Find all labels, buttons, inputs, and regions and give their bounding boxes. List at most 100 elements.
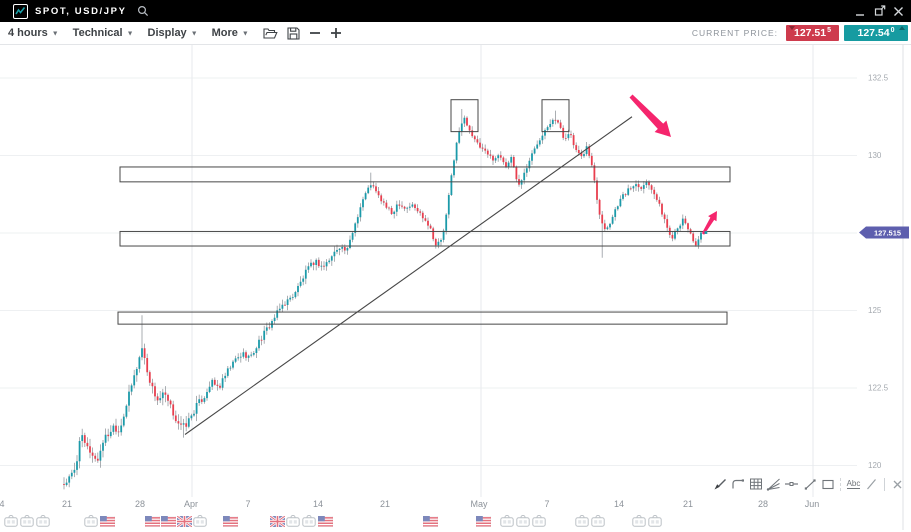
search-icon[interactable] [137, 5, 149, 17]
calendar-event-flag-generic[interactable] [516, 514, 530, 532]
calendar-event-flag-generic[interactable] [500, 514, 514, 532]
calendar-event-flag-gb[interactable] [269, 514, 286, 532]
draw-pointer-icon[interactable] [712, 476, 727, 492]
y-axis-label: 130 [868, 151, 882, 160]
calendar-event-flag-us[interactable] [422, 514, 439, 532]
x-axis-label: 28 [135, 499, 145, 509]
title-bar: SPOT, USD/JPY [0, 0, 911, 22]
minimize-icon[interactable] [854, 5, 867, 18]
economic-calendar-strip [0, 514, 911, 530]
calendar-event-flag-generic[interactable] [591, 514, 605, 532]
app-logo-icon [13, 3, 28, 19]
technical-dropdown-label: Technical [72, 27, 123, 39]
support-resistance-zone[interactable] [119, 230, 731, 247]
calendar-event-flag-us[interactable] [475, 514, 492, 532]
annotation-arrow-down[interactable] [629, 94, 672, 138]
double-top-box[interactable] [541, 99, 570, 133]
calendar-event-flag-generic[interactable] [20, 514, 34, 532]
candle-wicks [63, 109, 702, 490]
calendar-event-flag-generic[interactable] [648, 514, 662, 532]
text-tool-icon[interactable]: Abc [846, 476, 861, 492]
display-dropdown[interactable]: Display ▼ [148, 27, 198, 39]
more-dropdown[interactable]: More ▼ [212, 27, 249, 39]
y-axis-label: 132.5 [868, 74, 889, 83]
last-price-marker [704, 231, 708, 234]
x-axis-label: 28 [758, 499, 768, 509]
toolbar-divider [884, 477, 885, 491]
support-resistance-zone[interactable] [119, 166, 731, 183]
calendar-event-flag-generic[interactable] [532, 514, 546, 532]
text-tool-label: Abc [846, 479, 861, 489]
calendar-event-flag-generic[interactable] [575, 514, 589, 532]
calendar-event-flag-generic[interactable] [286, 514, 300, 532]
toolbar-divider [840, 477, 841, 491]
timeframe-dropdown-label: 4 hours [8, 27, 48, 39]
chevron-down-icon: ▼ [126, 30, 134, 37]
tick-down-icon [789, 26, 795, 30]
display-dropdown-label: Display [147, 27, 187, 39]
x-axis-label: 7 [245, 499, 250, 509]
chart-canvas[interactable]: 132.5 130 125 122.5 120 127.515 4 21 28 Apr 7 14 21 M… [0, 44, 911, 530]
close-icon[interactable] [892, 5, 905, 18]
trend-line-icon[interactable] [802, 476, 817, 492]
calendar-event-flag-generic[interactable] [84, 514, 98, 532]
calendar-event-flag-generic[interactable] [4, 514, 18, 532]
grid-icon[interactable] [748, 476, 763, 492]
zoom-in-icon[interactable] [330, 27, 342, 39]
calendar-event-flag-us[interactable] [317, 514, 334, 532]
gann-fan-icon[interactable] [766, 476, 781, 492]
ask-price-pip: 0 [890, 27, 895, 34]
y-axis-label: 120 [868, 461, 882, 470]
chevron-down-icon: ▼ [241, 30, 249, 37]
popout-icon[interactable] [873, 5, 886, 18]
x-axis-label: 14 [313, 499, 323, 509]
double-top-box[interactable] [450, 99, 479, 133]
technical-dropdown[interactable]: Technical ▼ [73, 27, 134, 39]
zoom-out-icon[interactable] [309, 27, 321, 39]
horizontal-line-icon[interactable] [784, 476, 799, 492]
more-dropdown-label: More [211, 27, 238, 39]
delete-drawing-icon[interactable] [890, 476, 905, 492]
calendar-event-flag-generic[interactable] [36, 514, 50, 532]
calendar-event-flag-us[interactable] [222, 514, 239, 532]
calendar-event-flag-us[interactable] [160, 514, 177, 532]
current-price-tag [859, 226, 909, 239]
rectangle-icon[interactable] [820, 476, 835, 492]
tick-up-icon [899, 26, 905, 30]
window-controls [854, 5, 905, 18]
calendar-event-flag-us[interactable] [144, 514, 161, 532]
annotation-arrow-up[interactable] [701, 211, 717, 235]
x-axis-label: 14 [614, 499, 624, 509]
current-price-label: CURRENT PRICE: [691, 28, 778, 38]
y-axis-label: 122.5 [868, 384, 889, 393]
x-axis-label: May [470, 499, 488, 509]
x-axis-label: 21 [62, 499, 72, 509]
bid-price-value: 127.51 [793, 27, 827, 39]
calendar-event-flag-generic[interactable] [632, 514, 646, 532]
calendar-event-flag-generic[interactable] [193, 514, 207, 532]
calendar-event-flag-us[interactable] [99, 514, 116, 532]
trendline[interactable] [184, 116, 633, 435]
x-axis-label: 7 [544, 499, 549, 509]
down-candles [63, 117, 697, 485]
current-price-tag-label: 127.515 [874, 228, 901, 237]
support-resistance-zone[interactable] [117, 311, 728, 325]
up-candles [65, 117, 702, 485]
chart-toolbar: 4 hours ▼ Technical ▼ Display ▼ More ▼ C… [0, 22, 911, 45]
chevron-down-icon: ▼ [51, 30, 59, 37]
chevron-down-icon: ▼ [190, 30, 198, 37]
timeframe-dropdown[interactable]: 4 hours ▼ [8, 27, 59, 39]
calendar-event-flag-generic[interactable] [302, 514, 316, 532]
open-folder-icon[interactable] [263, 27, 278, 40]
save-icon[interactable] [287, 26, 300, 40]
symbol-title: SPOT, USD/JPY [35, 5, 127, 17]
ask-price-badge: 127.54 0 [844, 25, 908, 41]
y-axis-label: 125 [868, 306, 882, 315]
x-axis-label: 21 [683, 499, 693, 509]
x-axis-label: 4 [0, 499, 5, 509]
ray-icon[interactable] [864, 476, 879, 492]
calendar-event-flag-gb[interactable] [176, 514, 193, 532]
ask-price-value: 127.54 [857, 27, 890, 39]
polyline-icon[interactable] [730, 476, 745, 492]
x-axis-label: 21 [380, 499, 390, 509]
